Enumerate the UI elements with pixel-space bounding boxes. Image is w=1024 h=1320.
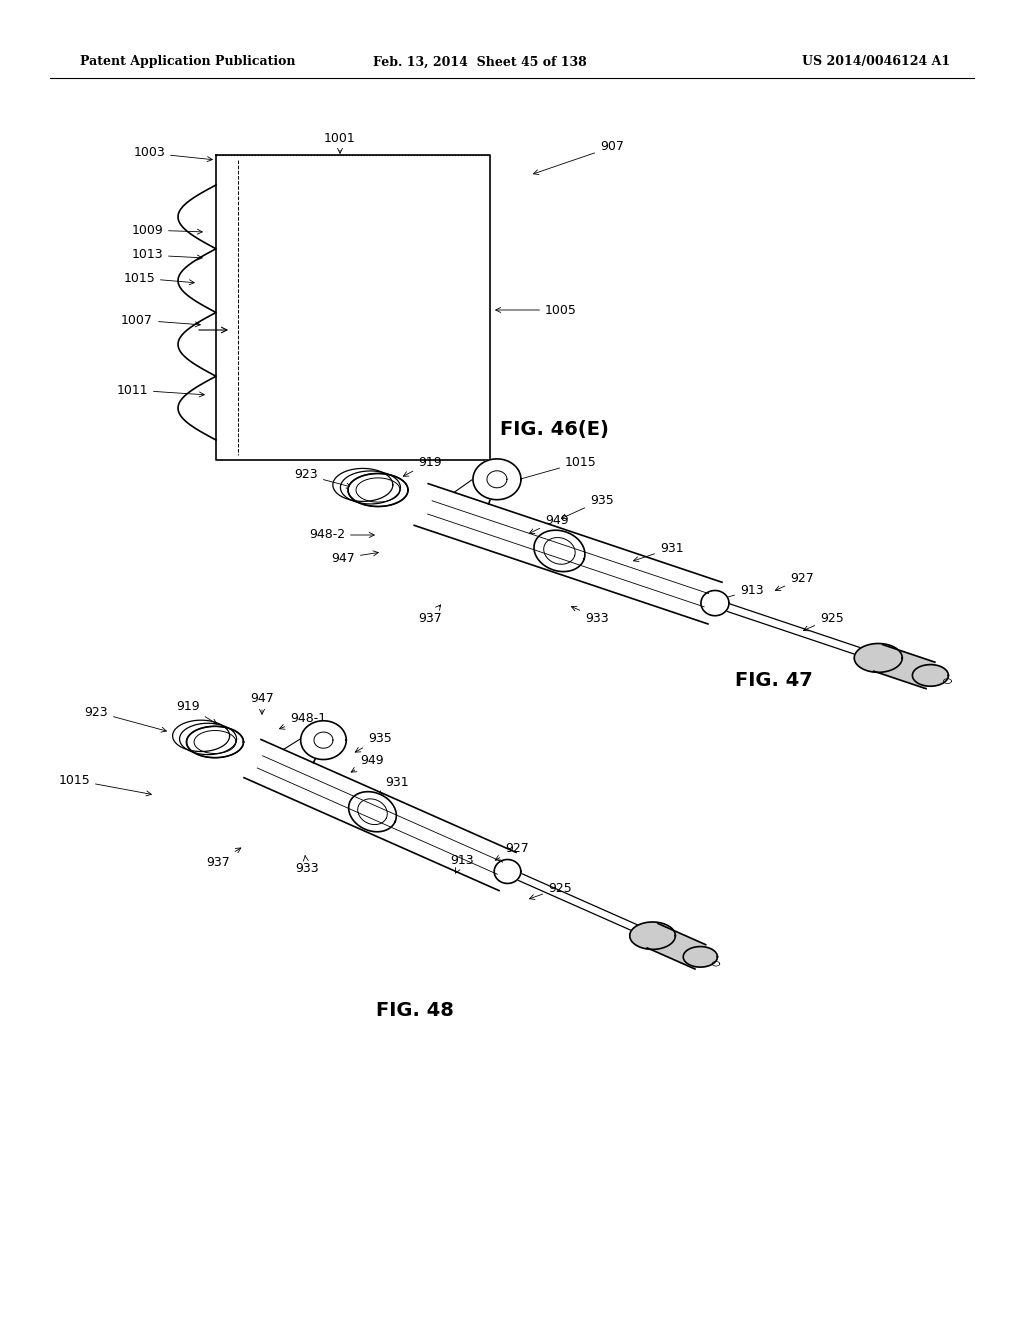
Text: 931: 931 [634,541,684,561]
Polygon shape [473,459,521,500]
Text: 1015: 1015 [58,774,152,796]
Text: 1005: 1005 [496,304,577,317]
Text: 948-1: 948-1 [280,711,326,729]
Text: 933: 933 [571,606,608,624]
Text: 949: 949 [351,754,384,772]
Text: 1007: 1007 [121,314,201,327]
Text: 937: 937 [418,605,442,624]
Polygon shape [414,483,722,624]
Text: 947: 947 [331,550,378,565]
Polygon shape [534,531,585,572]
Text: 913: 913 [451,854,474,873]
Text: 931: 931 [378,776,409,796]
Polygon shape [873,644,935,689]
Text: 927: 927 [775,572,814,590]
Polygon shape [244,739,516,891]
Polygon shape [301,721,346,759]
Polygon shape [348,792,396,832]
Text: 923: 923 [84,705,167,733]
Polygon shape [630,921,676,949]
Text: 923: 923 [294,469,351,488]
Text: Feb. 13, 2014  Sheet 45 of 138: Feb. 13, 2014 Sheet 45 of 138 [373,55,587,69]
Text: 935: 935 [561,494,613,519]
Text: FIG. 46(E): FIG. 46(E) [500,421,609,440]
Text: 935: 935 [355,731,392,752]
Text: 1009: 1009 [131,223,203,236]
Text: 925: 925 [529,882,571,899]
Text: 947: 947 [250,692,273,714]
Text: 919: 919 [403,455,441,477]
Text: 1003: 1003 [133,147,212,161]
Polygon shape [495,859,521,883]
Text: Patent Application Publication: Patent Application Publication [80,55,296,69]
Text: US 2014/0046124 A1: US 2014/0046124 A1 [802,55,950,69]
Text: FIG. 47: FIG. 47 [735,671,813,689]
Text: 919: 919 [176,700,217,725]
Polygon shape [348,474,408,507]
Text: 949: 949 [529,513,568,533]
Text: 1001: 1001 [325,132,356,153]
Polygon shape [854,644,902,672]
Polygon shape [647,924,706,969]
Text: 907: 907 [534,140,624,174]
Text: 1015: 1015 [514,455,597,482]
Text: 933: 933 [295,855,318,874]
Text: 1013: 1013 [131,248,203,261]
Text: 927: 927 [496,842,528,861]
Text: 913: 913 [722,583,764,599]
Text: 948-2: 948-2 [309,528,375,541]
Polygon shape [912,664,948,686]
Text: 1015: 1015 [123,272,195,285]
Polygon shape [683,946,718,968]
Text: 925: 925 [804,611,844,631]
Polygon shape [701,590,729,615]
Text: FIG. 48: FIG. 48 [376,1001,454,1019]
Text: 937: 937 [206,847,241,869]
Text: 1011: 1011 [117,384,205,397]
Polygon shape [186,726,244,758]
